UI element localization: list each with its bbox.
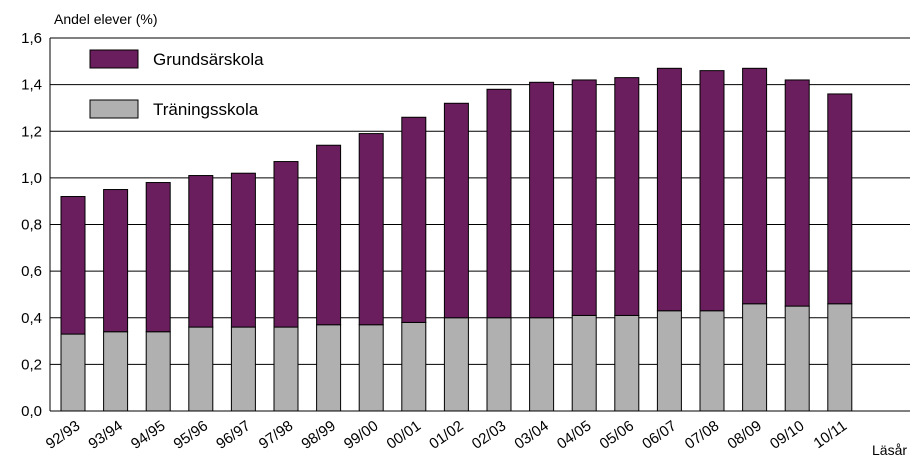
y-tick-label: 1,6 [21,30,42,47]
x-tick-label: 99/00 [341,417,382,452]
x-tick-label: 92/93 [43,417,84,452]
bar-segment-tr-ningsskola [784,305,810,412]
bar-segment-tr-ningsskola [273,326,299,412]
bar-segment-tr-ningsskola [443,317,469,412]
bar-segment-grunds-rskola [145,182,171,333]
y-axis-title: Andel elever (%) [54,11,158,27]
bar-segment-grunds-rskola [188,175,214,328]
bar-segment-grunds-rskola [316,144,342,326]
y-tick-label: 0,0 [21,403,42,420]
bar-segment-grunds-rskola [529,81,555,319]
x-tick-label: 03/04 [511,417,552,452]
legend-label-grundsarskola: Grundsärskola [153,50,264,69]
bar-segment-tr-ningsskola [529,317,555,412]
x-tick-label: 95/96 [171,417,212,452]
x-tick-label: 10/11 [810,417,850,452]
bar-segment-grunds-rskola [742,67,768,305]
bar-segment-grunds-rskola [103,189,129,333]
bar-segment-tr-ningsskola [614,314,640,412]
y-tick-label: 1,4 [21,77,42,94]
bar-segment-grunds-rskola [358,133,384,326]
x-tick-label: 96/97 [213,417,254,452]
y-tick-label: 0,6 [21,263,42,280]
bar-segment-grunds-rskola [230,172,256,328]
x-tick-label: 98/99 [298,417,339,452]
bar-segment-grunds-rskola [571,79,597,316]
x-tick-label: 01/02 [426,417,467,452]
bars [60,67,853,412]
bar-segment-tr-ningsskola [401,321,427,412]
y-tick-label: 0,2 [21,356,42,373]
bar-segment-grunds-rskola [784,79,810,307]
x-tick-label: 07/08 [682,417,723,452]
bar-segment-tr-ningsskola [486,317,512,412]
legend-label-traningsskola: Träningsskola [153,100,259,119]
y-tick-labels: 0,0 0,2 0,4 0,6 0,8 1,0 1,2 1,4 1,6 [21,30,42,420]
bar-segment-tr-ningsskola [742,303,768,412]
x-tick-label: 93/94 [85,417,126,452]
bar-segment-tr-ningsskola [103,331,129,412]
x-tick-label: 94/95 [128,417,169,452]
y-tick-label: 1,2 [21,123,42,140]
bar-segment-tr-ningsskola [60,333,86,412]
x-tick-label: 08/09 [724,417,765,452]
bar-segment-tr-ningsskola [827,303,853,412]
bar-segment-tr-ningsskola [656,310,682,412]
bar-segment-tr-ningsskola [316,324,342,412]
bar-segment-grunds-rskola [273,161,299,328]
x-tick-label: 00/01 [384,417,425,452]
x-axis-title: Läsår [872,442,907,458]
bar-segment-tr-ningsskola [145,331,171,412]
bar-segment-grunds-rskola [827,93,853,305]
gridlines [50,37,910,412]
x-tick-labels: 92/93 93/94 94/95 95/96 96/97 97/98 98/99 99/00… [43,417,850,452]
x-tick-label: 05/06 [597,417,638,452]
bar-segment-tr-ningsskola [571,314,597,412]
bar-segment-grunds-rskola [443,102,469,319]
x-tick-label: 04/05 [554,417,595,452]
bar-segment-tr-ningsskola [699,310,725,412]
y-tick-label: 0,4 [21,310,42,327]
bar-segment-grunds-rskola [614,77,640,316]
x-tick-label: 06/07 [639,417,680,452]
legend: Grundsärskola Träningsskola [89,49,264,119]
x-tick-label: 09/10 [767,417,808,452]
x-tick-label: 97/98 [256,417,297,452]
bar-segment-grunds-rskola [656,67,682,312]
bar-segment-tr-ningsskola [188,326,214,412]
bar-segment-tr-ningsskola [358,324,384,412]
bar-segment-grunds-rskola [699,70,725,312]
legend-swatch-traningsskola [89,99,139,119]
y-tick-label: 0,8 [21,217,42,234]
bar-segment-grunds-rskola [60,196,86,335]
y-tick-label: 1,0 [21,170,42,187]
bar-segment-grunds-rskola [401,116,427,323]
legend-swatch-grundsarskola [89,49,139,69]
x-tick-label: 02/03 [469,417,510,452]
bar-segment-grunds-rskola [486,88,512,319]
bar-segment-tr-ningsskola [230,326,256,412]
